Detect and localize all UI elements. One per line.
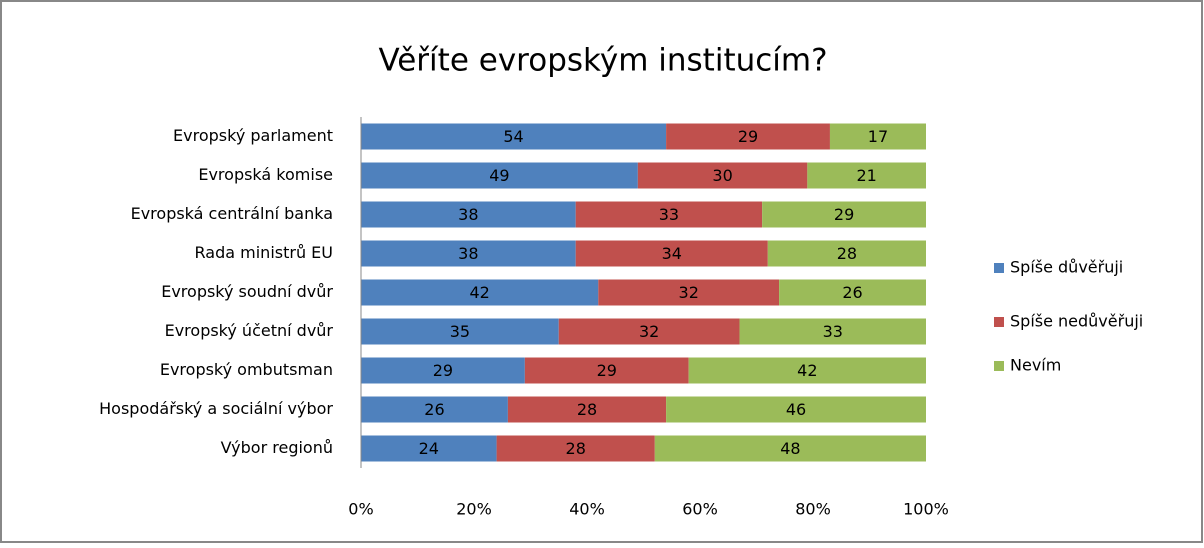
bar-segment (361, 201, 576, 228)
data-label: 35 (450, 322, 470, 341)
data-label: 33 (823, 322, 843, 341)
data-label: 42 (797, 361, 817, 380)
bar-segment (666, 123, 830, 150)
data-label: 46 (786, 400, 806, 419)
y-tick-label: Evropská komise (198, 165, 333, 184)
bar-segment (739, 318, 926, 345)
legend-swatch (994, 317, 1004, 327)
bar-segment (637, 162, 808, 189)
y-tick-label: Evropská centrální banka (131, 204, 333, 223)
bar-segment (496, 435, 655, 462)
bar-segment (829, 123, 926, 150)
data-label: 34 (662, 244, 682, 263)
data-label: 17 (868, 127, 888, 146)
legend-label: Nevím (1010, 356, 1061, 375)
x-tick-label: 80% (795, 500, 831, 519)
data-label: 29 (738, 127, 758, 146)
data-label: 54 (503, 127, 523, 146)
bar-segment (779, 279, 926, 306)
data-label: 38 (458, 244, 478, 263)
x-tick-label: 20% (456, 500, 492, 519)
data-label: 28 (837, 244, 857, 263)
data-label: 28 (566, 439, 586, 458)
data-label: 26 (424, 400, 444, 419)
data-label: 32 (679, 283, 699, 302)
legend-label: Spíše důvěřuji (1010, 258, 1123, 277)
x-tick-label: 100% (903, 500, 949, 519)
bar-segment (361, 279, 599, 306)
data-label: 30 (712, 166, 732, 185)
data-label: 24 (419, 439, 439, 458)
data-label: 29 (433, 361, 453, 380)
bar-segment (361, 435, 497, 462)
bar-segment (666, 396, 926, 423)
bar-segment (654, 435, 926, 462)
data-label: 42 (469, 283, 489, 302)
chart-title: Věříte evropským institucím? (378, 43, 827, 79)
bar-segment (361, 318, 559, 345)
bar-segment (524, 357, 689, 384)
legend-label: Spíše nedůvěřuji (1010, 312, 1143, 331)
data-label: 26 (842, 283, 862, 302)
data-label: 28 (577, 400, 597, 419)
y-tick-label: Hospodářský a sociální výbor (99, 399, 333, 418)
bar-segment (361, 162, 638, 189)
bar-segment (361, 357, 525, 384)
legend-swatch (994, 361, 1004, 371)
bar-segment (767, 240, 926, 267)
data-label: 48 (780, 439, 800, 458)
bar-segment (361, 240, 576, 267)
bar-segment (688, 357, 926, 384)
bar-segment (762, 201, 926, 228)
bar-segment (598, 279, 780, 306)
data-label: 32 (639, 322, 659, 341)
y-tick-label: Evropský účetní dvůr (165, 321, 334, 340)
y-tick-label: Evropský ombutsman (160, 360, 333, 379)
y-tick-label: Výbor regionů (221, 438, 333, 457)
data-label: 29 (834, 205, 854, 224)
legend-swatch (994, 263, 1004, 273)
data-label: 49 (489, 166, 509, 185)
data-label: 21 (856, 166, 876, 185)
bar-segment (507, 396, 667, 423)
bar-segment (361, 123, 667, 150)
bar-segment (558, 318, 740, 345)
y-tick-label: Evropský parlament (173, 126, 333, 145)
y-tick-label: Rada ministrů EU (195, 243, 333, 262)
data-label: 38 (458, 205, 478, 224)
bar-segment (575, 240, 768, 267)
data-label: 33 (659, 205, 679, 224)
x-tick-label: 60% (682, 500, 718, 519)
bar-segment (575, 201, 763, 228)
data-label: 29 (597, 361, 617, 380)
x-tick-label: 40% (569, 500, 605, 519)
bar-segment (807, 162, 926, 189)
y-tick-label: Evropský soudní dvůr (161, 282, 333, 301)
bar-segment (361, 396, 508, 423)
x-tick-label: 0% (348, 500, 373, 519)
